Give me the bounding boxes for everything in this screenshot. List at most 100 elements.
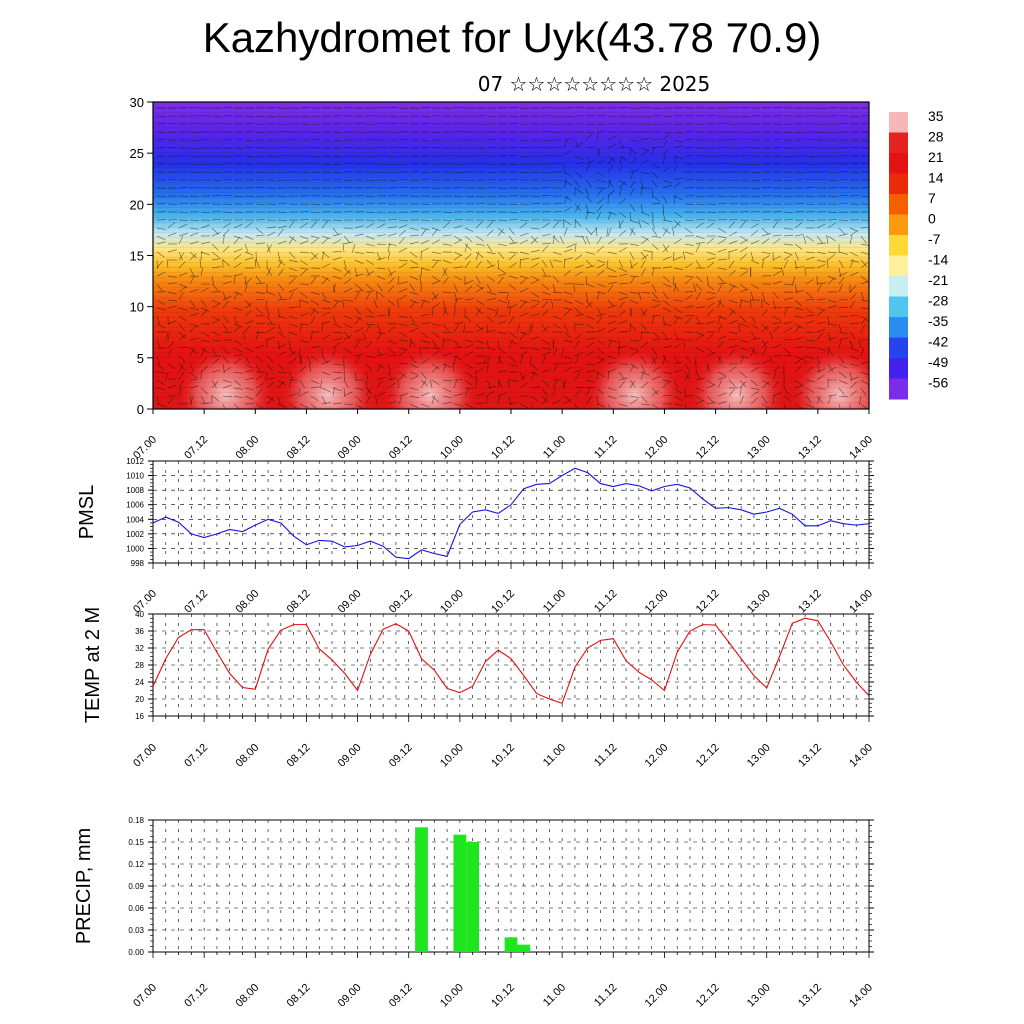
wind-vector [717,340,724,349]
wind-vector [530,347,540,351]
wind-vector [662,275,670,283]
wind-vector [431,365,440,373]
wind-vector [200,251,203,261]
wind-vector [530,303,539,309]
wind-vector [409,323,419,327]
wind-vector [189,202,200,205]
wind-vector [849,251,859,257]
y-tick-label: 0.12 [128,860,144,869]
wind-vector [783,307,788,317]
wind-vector [453,266,463,269]
wind-vector [629,211,632,221]
wind-vector [519,139,530,141]
wind-vector [409,259,418,265]
wind-vector [233,147,244,149]
wind-vector [563,361,573,365]
wind-vector [387,363,392,373]
wind-vector [431,347,441,350]
wind-vector [321,311,331,317]
wind-vector [321,402,331,405]
wind-vector [288,331,298,336]
wind-vector [651,195,660,202]
wind-vector [761,381,770,389]
wind-vector [354,283,363,291]
wind-vector [860,251,869,255]
wind-vector [816,328,826,333]
wind-vector [178,387,182,397]
wind-vector [387,267,393,277]
wind-vector [351,243,356,253]
wind-vector [497,331,507,335]
wind-vector [805,379,815,383]
wind-vector [299,211,310,213]
wind-vector [640,150,649,157]
wind-vector [651,347,658,356]
wind-vector-field [156,107,869,409]
wind-vector [530,249,540,253]
wind-vector [156,339,161,349]
wind-vector [222,235,225,245]
wind-vector [552,399,561,405]
wind-vector [640,171,650,175]
wind-vector [860,315,869,322]
x-tick-label: 10.12 [489,434,517,462]
wind-vector [497,243,507,247]
wind-vector [596,123,607,125]
wind-vector [629,307,633,317]
wind-vector [816,395,821,405]
wind-vector [156,299,165,306]
wind-vector [420,403,430,408]
y-tick-label: 0 [137,402,144,417]
wind-vector [189,307,199,311]
wind-vector [607,339,617,343]
wind-vector [739,387,742,397]
wind-vector [189,219,200,221]
wind-vector [222,300,229,309]
wind-vector [354,171,365,173]
wind-vector [827,323,837,326]
wind-vector [662,179,672,184]
wind-vector [783,155,794,157]
wind-vector [266,307,270,317]
wind-vector [266,155,277,157]
wind-vector [222,379,232,383]
wind-vector [827,251,837,254]
wind-vector [673,181,681,189]
wind-vector [475,221,483,229]
wind-vector [728,379,736,387]
wind-vector [596,188,603,197]
wind-vector [508,363,518,367]
wind-vector [629,339,639,342]
wind-vector [211,123,222,125]
wind-vector [508,262,517,269]
wind-vector [772,147,783,149]
wind-vector [178,323,186,332]
wind-vector [673,219,681,227]
wind-vector [566,243,576,249]
wind-vector [816,264,826,269]
wind-vector [343,147,354,149]
wind-vector [651,356,658,365]
wind-vector [651,303,661,309]
wind-vector [662,323,672,326]
wind-vector [508,251,518,254]
wind-vector [464,363,474,369]
wind-vector [398,224,408,229]
wind-vector [310,235,320,239]
wind-vector [706,275,709,285]
wind-vector [673,379,679,389]
wind-vector [618,155,627,161]
wind-vector [464,227,474,232]
wind-vector [156,260,163,269]
wind-vector [695,306,705,309]
y-tick-label: 24 [135,678,144,687]
wind-vector [431,228,438,237]
wind-vector [266,267,273,276]
wind-vector [541,369,551,373]
wind-vector [409,211,420,213]
wind-vector [431,114,442,117]
wind-vector [354,316,361,325]
wind-vector [761,219,772,221]
wind-vector [387,299,396,306]
